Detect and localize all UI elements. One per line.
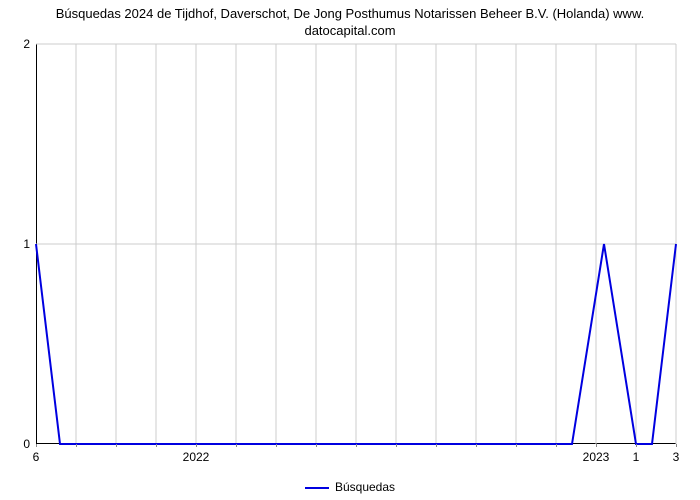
x-minor-tick [596, 444, 597, 447]
x-minor-tick [196, 444, 197, 447]
chart-title: Búsquedas 2024 de Tijdhof, Daverschot, D… [0, 0, 700, 42]
x-minor-tick [396, 444, 397, 447]
y-tick-label: 0 [10, 437, 30, 451]
x-minor-tick [116, 444, 117, 447]
x-tick-label: 1 [633, 450, 640, 464]
x-minor-tick [556, 444, 557, 447]
legend: Búsquedas [0, 480, 700, 494]
data-line [36, 44, 676, 444]
x-tick-label: 3 [673, 450, 680, 464]
x-tick-label: 2022 [183, 450, 210, 464]
x-minor-tick [676, 444, 677, 447]
x-tick-label: 6 [33, 450, 40, 464]
x-minor-tick [76, 444, 77, 447]
chart-area: 01262022202313 [36, 44, 676, 444]
x-minor-tick [156, 444, 157, 447]
x-minor-tick [236, 444, 237, 447]
legend-label: Búsquedas [335, 480, 395, 494]
x-minor-tick [636, 444, 637, 447]
x-minor-tick [436, 444, 437, 447]
x-minor-tick [516, 444, 517, 447]
x-minor-tick [356, 444, 357, 447]
x-minor-tick [276, 444, 277, 447]
legend-swatch [305, 487, 329, 489]
y-tick-label: 1 [10, 237, 30, 251]
x-minor-tick [476, 444, 477, 447]
x-minor-tick [316, 444, 317, 447]
x-tick-label: 2023 [583, 450, 610, 464]
title-line1: Búsquedas 2024 de Tijdhof, Daverschot, D… [56, 6, 644, 21]
y-tick-label: 2 [10, 37, 30, 51]
x-minor-tick [36, 444, 37, 447]
title-line2: datocapital.com [304, 23, 395, 38]
